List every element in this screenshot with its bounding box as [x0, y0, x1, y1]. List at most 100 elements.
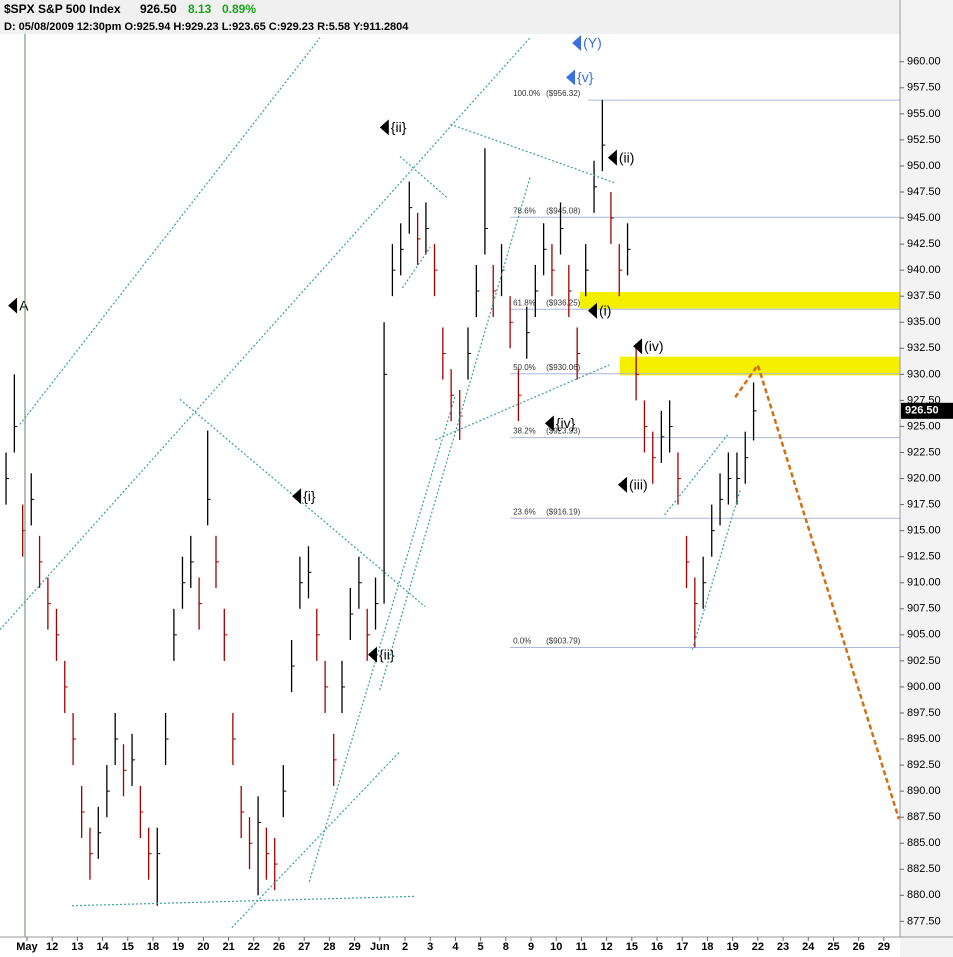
- wave-label: (Y): [583, 35, 602, 51]
- price-tag: [901, 402, 953, 419]
- fib-price: ($923.93): [546, 427, 581, 436]
- y-tick-label: 907.50: [907, 603, 941, 615]
- y-tick-label: 905.00: [907, 629, 941, 641]
- y-tick-label: 925.00: [907, 420, 941, 432]
- fib-price: ($945.08): [546, 206, 581, 215]
- trend-line: [231, 751, 401, 929]
- fib-pct: 78.6%: [513, 206, 536, 215]
- trend-line: [0, 37, 531, 631]
- trend-line: [19, 37, 321, 425]
- y-tick-label: 945.00: [907, 212, 941, 224]
- y-tick-label: 922.50: [907, 446, 941, 458]
- trend-line: [664, 434, 729, 516]
- fib-price: ($903.79): [546, 637, 581, 646]
- wave-marker: [379, 119, 389, 136]
- wave-label: (i): [599, 302, 611, 318]
- x-tick-label: 5: [478, 941, 484, 953]
- wave-label: (iv): [644, 338, 663, 354]
- x-tick-label: 13: [71, 941, 83, 953]
- wave-label: A: [19, 297, 29, 313]
- wave-marker: [607, 149, 617, 166]
- x-tick-label: 11: [576, 941, 588, 953]
- y-tick-label: 920.00: [907, 472, 941, 484]
- ohlc-info: D: 05/08/2009 12:30pm O:925.94 H:929.23 …: [4, 21, 409, 33]
- wave-label: {i}: [303, 488, 316, 504]
- y-tick-label: 912.50: [907, 551, 941, 563]
- x-tick-label: 28: [323, 941, 335, 953]
- x-tick-label: 18: [147, 941, 159, 953]
- x-tick-label: 27: [298, 941, 310, 953]
- x-tick-label: 19: [727, 941, 739, 953]
- fib-pct: 100.0%: [513, 89, 540, 98]
- wave-label: (ii): [619, 149, 635, 165]
- y-tick-label: 932.50: [907, 342, 941, 354]
- x-tick-label: 10: [550, 941, 562, 953]
- x-tick-label: 9: [528, 941, 534, 953]
- axis-band: [900, 0, 953, 957]
- x-tick-label: 18: [701, 941, 713, 953]
- symbol: $SPX S&P 500 Index: [4, 2, 121, 16]
- y-tick-label: 947.50: [907, 186, 941, 198]
- x-tick-label: 2: [402, 941, 408, 953]
- y-tick-label: 880.00: [907, 889, 941, 901]
- wave-marker: [292, 488, 302, 505]
- y-tick-label: 902.50: [907, 655, 941, 667]
- target-zone: [579, 292, 913, 309]
- trend-line: [72, 895, 416, 907]
- y-tick-label: 942.50: [907, 238, 941, 250]
- x-tick-label: 17: [676, 941, 688, 953]
- x-tick-label: 22: [248, 941, 260, 953]
- y-tick-label: 887.50: [907, 811, 941, 823]
- y-tick-label: 957.50: [907, 82, 941, 94]
- change: 8.13: [188, 2, 212, 16]
- x-tick-label: 19: [172, 941, 184, 953]
- fib-pct: 61.8%: [513, 298, 536, 307]
- fib-pct: 38.2%: [513, 427, 536, 436]
- fib-price: ($936.25): [546, 298, 581, 307]
- last-price: 926.50: [140, 2, 177, 16]
- y-tick-label: 890.00: [907, 785, 941, 797]
- fib-price: ($930.06): [546, 363, 581, 372]
- target-zone: [619, 356, 925, 376]
- trend-line: [401, 246, 431, 289]
- fib-pct: 50.0%: [513, 363, 536, 372]
- x-tick-label: 26: [853, 941, 865, 953]
- wave-label: {v}: [577, 69, 594, 85]
- y-tick-label: 940.00: [907, 264, 941, 276]
- y-tick-label: 882.50: [907, 863, 941, 875]
- y-tick-label: 952.50: [907, 134, 941, 146]
- wave-marker: [587, 302, 597, 319]
- wave-marker: [544, 415, 554, 432]
- wave-label: {ii}: [379, 646, 395, 662]
- price-tag-label: 926.50: [905, 405, 939, 417]
- x-tick-label: 12: [46, 941, 58, 953]
- x-tick-label: 8: [503, 941, 509, 953]
- y-tick-label: 935.00: [907, 316, 941, 328]
- y-tick-label: 950.00: [907, 160, 941, 172]
- y-tick-label: 892.50: [907, 759, 941, 771]
- x-tick-label: 24: [802, 941, 815, 953]
- y-tick-label: 937.50: [907, 290, 941, 302]
- x-tick-label: 22: [752, 941, 764, 953]
- change-pct: 0.89%: [222, 2, 256, 16]
- x-tick-label: 14: [96, 941, 109, 953]
- y-tick-label: 897.50: [907, 707, 941, 719]
- x-tick-label: 26: [273, 941, 285, 953]
- wave-label: {ii}: [391, 119, 407, 135]
- wave-marker: [8, 297, 18, 314]
- wave-marker: [617, 476, 627, 493]
- x-tick-label: 4: [452, 941, 459, 953]
- trend-line: [379, 177, 531, 691]
- trend-line: [179, 398, 426, 608]
- wave-label: (iii): [629, 476, 648, 492]
- wave-marker: [572, 35, 582, 52]
- y-tick-label: 915.00: [907, 525, 941, 537]
- x-tick-label: 16: [651, 941, 663, 953]
- x-tick-label: 21: [222, 941, 234, 953]
- x-tick-label: 29: [348, 941, 360, 953]
- wave-label: {iv}: [556, 415, 576, 431]
- x-tick-label: 20: [197, 941, 209, 953]
- header-band: [0, 0, 900, 34]
- y-tick-label: 885.00: [907, 837, 941, 849]
